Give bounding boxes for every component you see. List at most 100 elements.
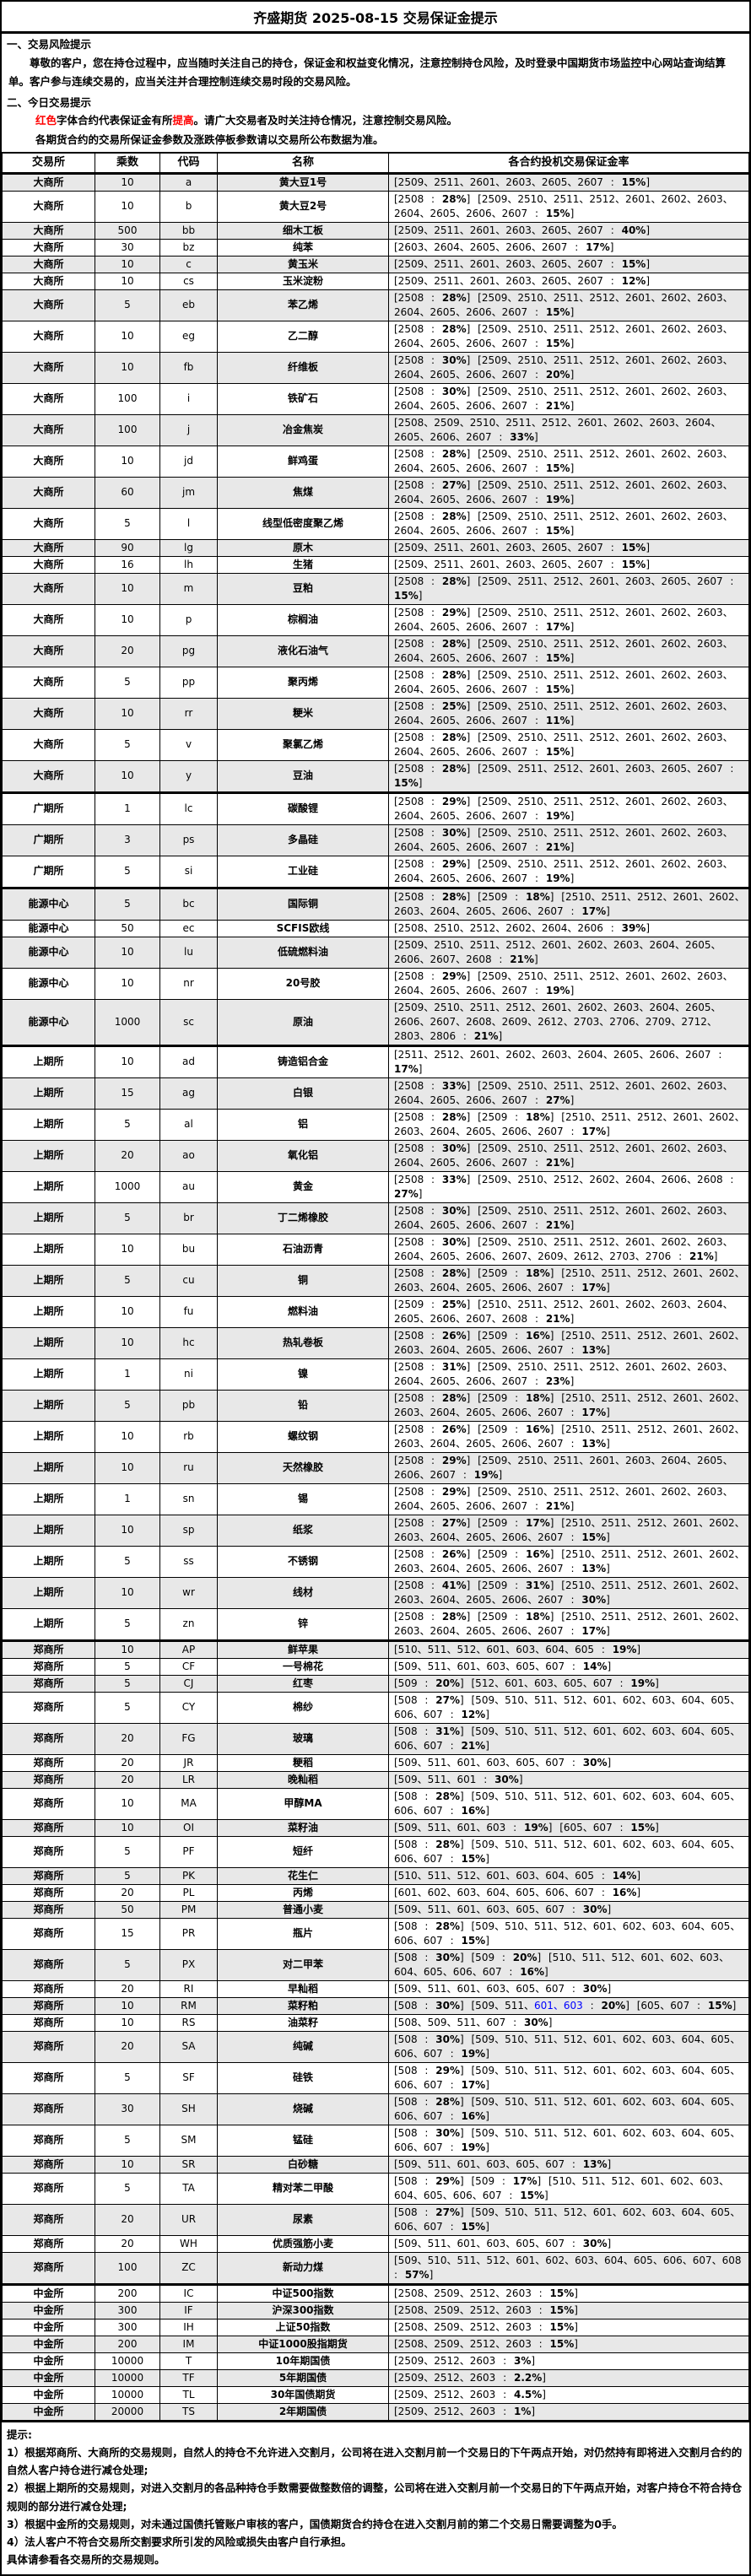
name-cell: 花生仁 (217, 1866, 389, 1885)
exchange-cell: 郑商所 (2, 1691, 95, 1724)
code-cell: JR (159, 1753, 218, 1772)
margin-cell: [2508 : 29%] [2509、2510、2511、2512、2601、2… (388, 967, 749, 1000)
multiplier-cell: 20 (95, 1883, 160, 1902)
name-cell: 上证50指数 (217, 2318, 389, 2336)
today-highlight-line: 红色字体合约代表保证金有所提高。请广大交易者及时关注持仓情况，注意控制交易风险。 (2, 111, 749, 131)
table-row: 上期所 5 zn 锌 [2508 : 28%] [2509 : 18%] [2510、2… (2, 1607, 749, 1641)
multiplier-cell: 5 (95, 1108, 160, 1141)
code-cell: ec (159, 919, 218, 937)
exchange-cell: 郑商所 (2, 1900, 95, 1919)
code-cell: PX (159, 1948, 218, 1981)
exchange-cell: 大商所 (2, 697, 95, 730)
code-cell: bu (159, 1233, 218, 1266)
exchange-cell: 郑商所 (2, 1883, 95, 1902)
exchange-cell: 上期所 (2, 1295, 95, 1328)
table-row: 上期所 1 sn 锡 [2508 : 29%] [2509、2510、2511、2512… (2, 1482, 749, 1515)
name-cell: 生猪 (217, 555, 389, 574)
exchange-cell: 能源中心 (2, 967, 95, 1000)
table-row: 上期所 1 ni 镍 [2508 : 31%] [2509、2510、2511、2512… (2, 1358, 749, 1391)
multiplier-cell: 1000 (95, 998, 160, 1046)
name-cell: 棉纱 (217, 1691, 389, 1724)
name-cell: 硅铁 (217, 2061, 389, 2094)
table-row: 郑商所 5 CY 棉纱 [508 : 27%] [509、510、511、512、601… (2, 1691, 749, 1724)
margin-cell: [2509、2511、2601、2603、2605、2607 : 15%] (388, 538, 749, 557)
margin-cell: [509、511、601、603、605、607 : 30%] (388, 1979, 749, 1998)
margin-cell: [2508、2510、2512、2602、2604、2606 : 39%] (388, 919, 749, 937)
margin-cell: [2508 : 29%] [2509、2510、2511、2512、2601、2… (388, 603, 749, 636)
margin-cell: [2508 : 28%] [2509 : 18%] [2510、2511、251… (388, 1607, 749, 1641)
name-cell: 黄玉米 (217, 255, 389, 273)
exchange-cell: 郑商所 (2, 1948, 95, 1981)
multiplier-cell: 5 (95, 1545, 160, 1578)
exchange-cell: 郑商所 (2, 1866, 95, 1885)
code-cell: au (159, 1170, 218, 1203)
name-cell: 鲜苹果 (217, 1639, 389, 1659)
table-row: 上期所 15 ag 白银 [2508 : 33%] [2509、2510、2511、25… (2, 1077, 749, 1110)
plain-text: 。请广大交易者及时关注持仓情况，注意控制交易风险。 (193, 114, 458, 127)
code-cell: SF (159, 2061, 218, 2094)
name-cell: 尿素 (217, 2203, 389, 2236)
margin-cell: [508 : 30%] [509、511、601、603 : 20%] [605… (388, 1996, 749, 2015)
name-cell: 精对苯二甲酸 (217, 2172, 389, 2205)
code-cell: PF (159, 1835, 218, 1868)
table-row: 大商所 10 a 黄大豆1号 [2509、2511、2601、2603、2605、260… (2, 172, 749, 192)
margin-cell: [508 : 28%] [509、510、511、512、601、602、603… (388, 2093, 749, 2125)
multiplier-cell: 5 (95, 2172, 160, 2205)
highlight-red-text: 提高 (172, 114, 194, 127)
table-row: 能源中心 10 nr 20号胶 [2508 : 29%] [2509、2510、2511… (2, 967, 749, 1000)
multiplier-cell: 10 (95, 1996, 160, 2015)
margin-cell: [2508 : 30%] [2509、2510、2511、2512、2601、2… (388, 382, 749, 415)
name-cell: 晚籼稻 (217, 1770, 389, 1789)
margin-cell: [509、511、601、603、605、607 : 14%] (388, 1657, 749, 1676)
multiplier-cell: 10 (95, 2013, 160, 2032)
margin-cell: [2508 : 28%] [2509 : 18%] [2510、2511、251… (388, 1264, 749, 1297)
margin-cell: [2508 : 28%] [2509、2510、2511、2512、2601、2… (388, 190, 749, 223)
margin-cell: [2508 : 28%] [2509、2510、2511、2512、2601、2… (388, 289, 749, 321)
code-cell: CF (159, 1657, 218, 1676)
code-cell: al (159, 1108, 218, 1141)
exchange-cell: 大商所 (2, 555, 95, 574)
multiplier-cell: 10 (95, 1326, 160, 1359)
multiplier-cell: 300 (95, 2301, 160, 2319)
name-cell: 中证1000股指期货 (217, 2335, 389, 2353)
multiplier-cell: 15 (95, 1917, 160, 1950)
margin-cell: [2508 : 30%] [2509、2510、2511、2512、2601、2… (388, 351, 749, 384)
exchange-cell: 郑商所 (2, 1835, 95, 1868)
margin-cell: [509、511、601 : 30%] (388, 1770, 749, 1789)
multiplier-cell: 300 (95, 2318, 160, 2336)
multiplier-cell: 5 (95, 1866, 160, 1885)
code-cell: hc (159, 1326, 218, 1359)
margin-cell: [2508 : 31%] [2509、2510、2511、2512、2601、2… (388, 1358, 749, 1391)
multiplier-cell: 20 (95, 2203, 160, 2236)
table-row: 大商所 10 rr 粳米 [2508 : 25%] [2509、2510、2511、25… (2, 697, 749, 730)
name-cell: 石油沥青 (217, 1233, 389, 1266)
name-cell: 2年期国债 (217, 2402, 389, 2422)
code-cell: ps (159, 824, 218, 856)
code-cell: ao (159, 1139, 218, 1172)
exchange-cell: 上期所 (2, 1044, 95, 1078)
name-cell: 热轧卷板 (217, 1326, 389, 1359)
exchange-cell: 大商所 (2, 272, 95, 290)
margin-cell: [508 : 27%] [509、510、511、512、601、602、603… (388, 1691, 749, 1724)
name-cell: 线型低密度聚乙烯 (217, 507, 389, 540)
table-row: 上期所 10 fu 燃料油 [2509 : 25%] [2510、2511、2512、2… (2, 1295, 749, 1328)
multiplier-cell: 20 (95, 1979, 160, 1998)
exchange-cell: 大商所 (2, 320, 95, 353)
exchange-cell: 上期所 (2, 1139, 95, 1172)
name-cell: 液化石油气 (217, 635, 389, 667)
name-cell: 纸浆 (217, 1514, 389, 1547)
name-cell: 工业硅 (217, 855, 389, 888)
today-section-heading: 二、今日交易提示 (7, 95, 92, 109)
margin-cell: [2508 : 26%] [2509 : 16%] [2510、2511、251… (388, 1420, 749, 1453)
name-cell: 锡 (217, 1482, 389, 1515)
margin-cell: [510、511、512、601、603、604、605 : 19%] (388, 1639, 749, 1659)
name-cell: 乙二醇 (217, 320, 389, 353)
table-row: 中金所 10000 TF 5年期国债 [2509、2512、2603 : 2.2%] (2, 2368, 749, 2387)
table-row: 郑商所 5 SF 硅铁 [508 : 29%] [509、510、511、512、601… (2, 2061, 749, 2094)
code-cell: TA (159, 2172, 218, 2205)
exchange-cell: 上期所 (2, 1514, 95, 1547)
exchange-cell: 大商所 (2, 759, 95, 793)
exchange-cell: 能源中心 (2, 919, 95, 937)
code-cell: SR (159, 2155, 218, 2174)
margin-cell: [2508 : 28%] [2509、2511、2512、2601、2603、2… (388, 759, 749, 793)
